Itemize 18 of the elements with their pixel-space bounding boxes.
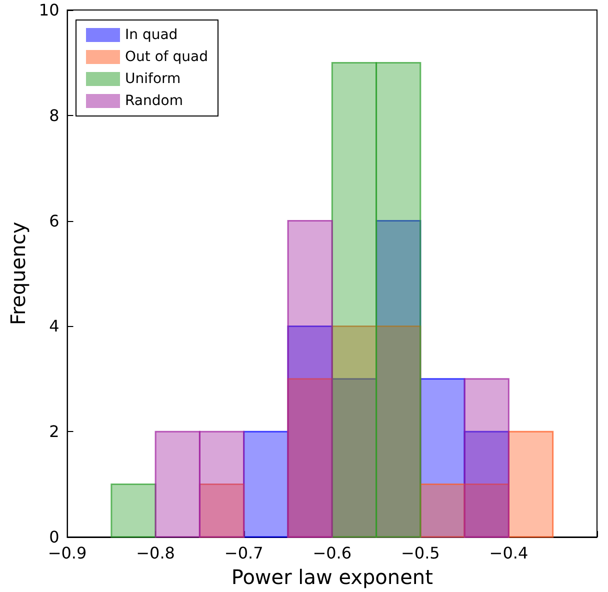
x-axis-title: Power law exponent: [231, 565, 434, 589]
x-tick-label: −0.4: [489, 544, 528, 562]
x-tick-label: −0.7: [224, 544, 264, 562]
y-tick-label: 0: [49, 528, 60, 546]
y-axis-title: Frequency: [6, 222, 30, 326]
legend-label: Random: [125, 93, 183, 109]
x-tick-label: −0.9: [48, 544, 87, 562]
legend-label: Out of quad: [125, 49, 208, 65]
x-tick-label: −0.6: [312, 544, 352, 562]
y-tick-label: 6: [49, 211, 60, 230]
y-tick-label: 4: [49, 316, 60, 336]
x-tick-label: −0.8: [136, 544, 175, 562]
x-tick-label: −0.5: [400, 544, 440, 562]
y-tick-label: 8: [49, 106, 60, 125]
y-tick-label: 10: [38, 0, 60, 20]
y-tick-label: 2: [49, 422, 60, 442]
legend-label: Uniform: [125, 71, 181, 87]
legend-label: In quad: [125, 27, 178, 43]
